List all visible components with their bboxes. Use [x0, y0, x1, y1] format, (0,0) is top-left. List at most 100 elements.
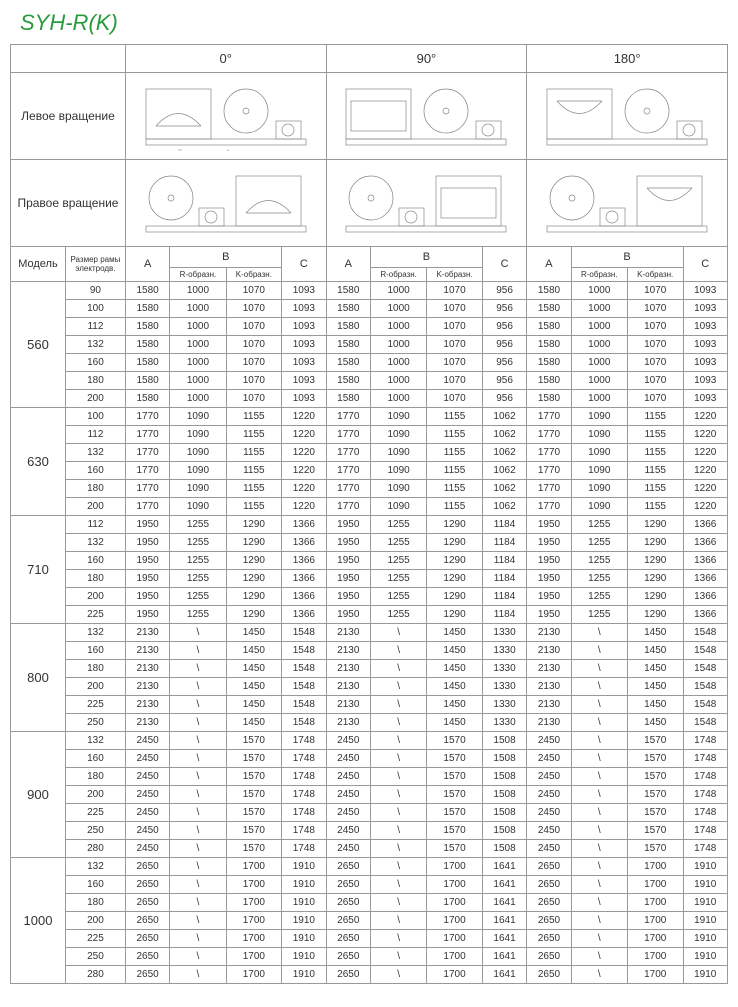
value-cell: 956 — [482, 318, 526, 336]
value-cell: 1950 — [527, 570, 571, 588]
value-cell: 1155 — [427, 426, 483, 444]
value-cell: 1000 — [370, 390, 426, 408]
value-cell: 1220 — [282, 498, 326, 516]
value-cell: \ — [571, 786, 627, 804]
value-cell: 1184 — [482, 606, 526, 624]
value-cell: \ — [370, 732, 426, 750]
value-cell: 1070 — [226, 354, 282, 372]
value-cell: 1290 — [226, 570, 282, 588]
value-cell: 1570 — [627, 804, 683, 822]
value-cell: 1748 — [282, 768, 326, 786]
value-cell: 1000 — [170, 354, 226, 372]
value-cell: 1155 — [226, 444, 282, 462]
value-cell: \ — [370, 948, 426, 966]
value-cell: 1255 — [571, 606, 627, 624]
value-cell: 1770 — [125, 462, 169, 480]
value-cell: \ — [370, 912, 426, 930]
value-cell: 1748 — [683, 786, 727, 804]
value-cell: 1070 — [427, 354, 483, 372]
frame-cell: 132 — [65, 858, 125, 876]
value-cell: 1548 — [282, 624, 326, 642]
value-cell: 1290 — [627, 552, 683, 570]
value-cell: 2450 — [326, 822, 370, 840]
value-cell: 1770 — [527, 408, 571, 426]
value-cell: 2650 — [125, 876, 169, 894]
value-cell: 2450 — [527, 732, 571, 750]
value-cell: 2130 — [326, 714, 370, 732]
frame-cell: 180 — [65, 570, 125, 588]
value-cell: 1950 — [326, 606, 370, 624]
value-cell: 1580 — [527, 354, 571, 372]
value-cell: 1090 — [571, 444, 627, 462]
value-cell: \ — [170, 624, 226, 642]
value-cell: 1910 — [282, 912, 326, 930]
value-cell: 1748 — [683, 750, 727, 768]
frame-cell: 100 — [65, 300, 125, 318]
table-row: 1801770109011551220177010901155106217701… — [11, 480, 728, 498]
value-cell: 1450 — [226, 624, 282, 642]
value-cell: 1450 — [427, 660, 483, 678]
value-cell: 1093 — [683, 282, 727, 300]
value-cell: 1000 — [370, 354, 426, 372]
value-cell: 1070 — [627, 336, 683, 354]
col-bk-90: K-образн. — [427, 268, 483, 282]
value-cell: 1950 — [527, 534, 571, 552]
value-cell: 1330 — [482, 696, 526, 714]
value-cell: 2450 — [125, 786, 169, 804]
value-cell: 1070 — [226, 372, 282, 390]
left-rotation-label: Левое вращение — [11, 73, 126, 160]
value-cell: 1580 — [125, 354, 169, 372]
value-cell: 1155 — [226, 462, 282, 480]
table-row: 1121770109011551220177010901155106217701… — [11, 426, 728, 444]
value-cell: 1184 — [482, 534, 526, 552]
col-br-180: R-образн. — [571, 268, 627, 282]
value-cell: 1255 — [370, 606, 426, 624]
value-cell: 1580 — [326, 390, 370, 408]
frame-cell: 225 — [65, 696, 125, 714]
value-cell: 1093 — [683, 372, 727, 390]
value-cell: 1450 — [627, 678, 683, 696]
diagram-right-90 — [326, 160, 527, 247]
value-cell: 1366 — [683, 570, 727, 588]
value-cell: 1748 — [282, 822, 326, 840]
value-cell: 1508 — [482, 804, 526, 822]
col-c-90: C — [482, 247, 526, 282]
value-cell: 1366 — [683, 552, 727, 570]
value-cell: 1450 — [627, 642, 683, 660]
value-cell: 2450 — [326, 786, 370, 804]
value-cell: 1770 — [326, 498, 370, 516]
angle-180: 180° — [527, 45, 728, 73]
value-cell: \ — [370, 840, 426, 858]
value-cell: 2450 — [125, 822, 169, 840]
frame-cell: 180 — [65, 372, 125, 390]
value-cell: 1290 — [627, 588, 683, 606]
table-row: 1802650\170019102650\170016412650\170019… — [11, 894, 728, 912]
value-cell: 1220 — [683, 408, 727, 426]
value-cell: 1450 — [427, 624, 483, 642]
value-cell: 1290 — [427, 570, 483, 588]
value-cell: 1580 — [527, 282, 571, 300]
value-cell: 1090 — [170, 462, 226, 480]
value-cell: 1548 — [282, 678, 326, 696]
value-cell: 2450 — [125, 750, 169, 768]
value-cell: 1070 — [427, 336, 483, 354]
value-cell: 1548 — [683, 624, 727, 642]
value-cell: 1155 — [427, 462, 483, 480]
value-cell: 1508 — [482, 840, 526, 858]
value-cell: 1548 — [683, 678, 727, 696]
table-row: 2251950125512901366195012551290118419501… — [11, 606, 728, 624]
value-cell: 1062 — [482, 408, 526, 426]
value-cell: 2450 — [326, 750, 370, 768]
value-cell: 1770 — [125, 480, 169, 498]
col-c-0: C — [282, 247, 326, 282]
value-cell: 956 — [482, 372, 526, 390]
value-cell: 2450 — [326, 804, 370, 822]
value-cell: 1155 — [226, 426, 282, 444]
value-cell: 2650 — [527, 912, 571, 930]
value-cell: \ — [571, 876, 627, 894]
value-cell: 1950 — [326, 534, 370, 552]
value-cell: 1641 — [482, 930, 526, 948]
value-cell: 1508 — [482, 750, 526, 768]
frame-cell: 132 — [65, 732, 125, 750]
value-cell: 2450 — [326, 768, 370, 786]
